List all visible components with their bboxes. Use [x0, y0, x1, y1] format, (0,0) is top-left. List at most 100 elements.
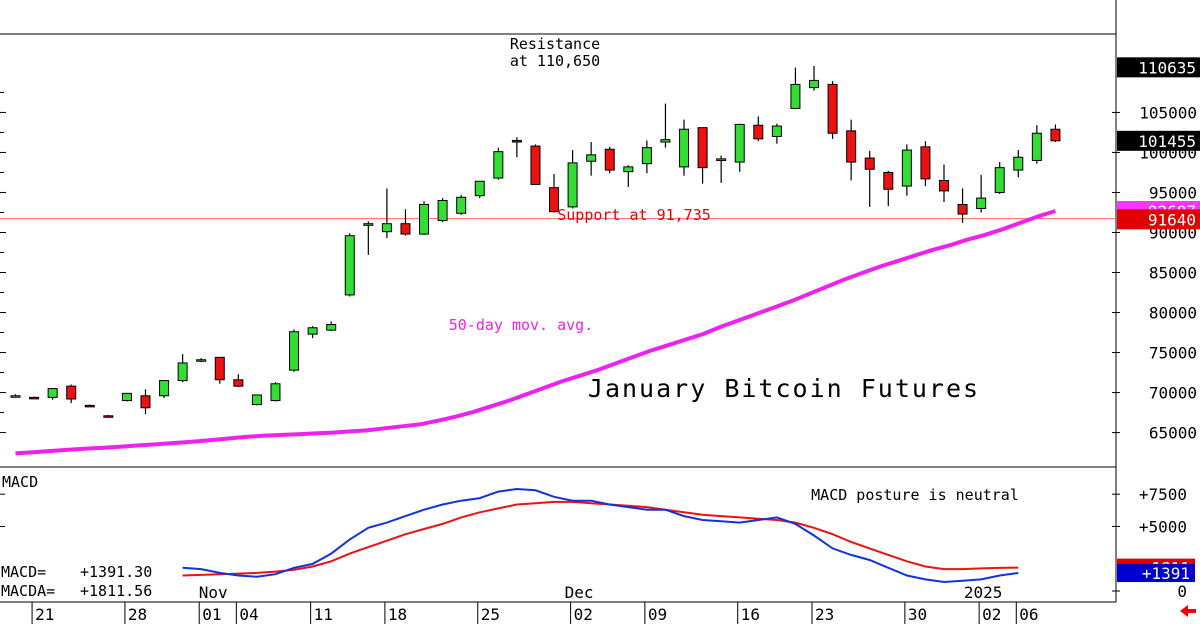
- candle-body-down: [103, 415, 114, 418]
- candle-body-down: [920, 146, 931, 180]
- candle-body-up: [734, 123, 745, 163]
- candle: [289, 329, 300, 372]
- candle-body-up: [716, 158, 727, 161]
- candle-body-up: [679, 128, 690, 168]
- candle-body-up: [586, 154, 597, 162]
- candle-body-down: [864, 157, 875, 170]
- date-axis-label: 09: [648, 605, 667, 624]
- candle: [864, 150, 875, 207]
- candle-body-up: [790, 83, 801, 109]
- candle: [549, 174, 560, 213]
- candle: [679, 119, 690, 176]
- macd-readout-label: MACD=: [1, 563, 46, 581]
- candle: [1031, 125, 1042, 164]
- scroll-left-arrow-icon[interactable]: [1180, 605, 1196, 617]
- candle: [716, 155, 727, 183]
- candle-body-down: [549, 187, 560, 213]
- candle-body-up: [771, 125, 782, 137]
- macd-tag-label: +1391: [1142, 564, 1190, 583]
- price-axis-label: 75000: [1149, 344, 1197, 363]
- candle-body-up: [456, 196, 467, 214]
- candle: [809, 66, 820, 91]
- date-axis-label: 21: [35, 605, 54, 624]
- candle-body-down: [883, 171, 894, 190]
- candle: [493, 147, 504, 180]
- candle-body-up: [196, 359, 207, 362]
- date-axis-label: 06: [1019, 605, 1038, 624]
- moving-average-annotation: 50-day mov. avg.: [449, 316, 594, 334]
- date-axis-label: 11: [314, 605, 333, 624]
- month-axis-label: Dec: [565, 583, 594, 602]
- candle-body-up: [47, 388, 58, 398]
- macd-axis-ticks: [0, 493, 1120, 592]
- candle-body-up: [307, 327, 318, 335]
- price-tags: 1106351014559268791640: [1117, 57, 1200, 230]
- candle-body-down: [753, 124, 764, 140]
- macd-value-tags: +1811+1391: [1117, 558, 1195, 583]
- candle-body-up: [344, 235, 355, 296]
- candle: [47, 388, 58, 400]
- candle-body-down: [1050, 128, 1061, 142]
- price-tag-bg: [1117, 209, 1200, 230]
- macd-axis-labels: +7500 +5000 0: [1139, 485, 1187, 601]
- resistance-annotation-line1: Resistance: [510, 35, 600, 53]
- price-tag-label: 101455: [1138, 132, 1196, 151]
- price-tag: 91640: [1117, 209, 1200, 230]
- resistance-annotation-line2: at 110,650: [510, 52, 600, 70]
- candle: [957, 188, 968, 223]
- candle: [437, 198, 448, 223]
- candle-body-down: [939, 179, 949, 192]
- candle-body-down: [827, 83, 838, 134]
- price-axis-label: 85000: [1149, 264, 1197, 283]
- date-axis-label: 25: [481, 605, 500, 624]
- candle: [121, 392, 132, 402]
- support-annotation: Support at 91,735: [557, 206, 711, 224]
- price-tag-bg: [1117, 130, 1200, 151]
- price-axis-label: 65000: [1149, 424, 1197, 443]
- candle-body-up: [994, 167, 1005, 193]
- candle: [697, 127, 708, 184]
- candle: [604, 146, 615, 174]
- candle: [976, 174, 987, 213]
- candle: [381, 188, 392, 239]
- date-axis: 21 28 01 04 11 18 25 02 09 16 23 30 02 06 Nov Dec 2025: [31, 583, 1039, 624]
- candle: [363, 221, 374, 255]
- macda-readout-value: +1811.56: [80, 582, 152, 600]
- candle-body-up: [901, 149, 912, 187]
- price-axis-labels: 1050001000009500090000850008000075000700…: [1139, 103, 1197, 442]
- candle-body-up: [363, 223, 374, 226]
- candle-body-up: [641, 147, 652, 165]
- candle-body-down: [66, 385, 77, 400]
- date-axis-label: 30: [908, 605, 927, 624]
- candle: [419, 201, 430, 235]
- candle: [623, 165, 634, 187]
- candle: [567, 150, 578, 209]
- candle-body-up: [289, 331, 300, 371]
- candle-body-up: [474, 180, 485, 197]
- date-axis-label: 02: [982, 605, 1001, 624]
- candle-body-down: [530, 145, 541, 185]
- candle-body-up: [121, 392, 132, 402]
- price-tag-label: 91640: [1148, 210, 1196, 229]
- price-axis-label: 70000: [1149, 384, 1197, 403]
- candle: [10, 394, 21, 398]
- candle: [196, 358, 207, 363]
- candle-body-up: [326, 324, 337, 331]
- candle-body-up: [1031, 132, 1042, 161]
- chart-title: January Bitcoin Futures: [588, 374, 980, 403]
- candle-body-down: [511, 139, 522, 143]
- candle: [29, 396, 40, 400]
- macd-tag: +1391: [1117, 564, 1195, 583]
- date-axis-label: 16: [741, 605, 760, 624]
- candle: [251, 394, 262, 406]
- candle: [771, 123, 782, 144]
- price-tag: 110635: [1117, 57, 1200, 78]
- price-axis-ticks: [0, 91, 1120, 434]
- candle: [177, 354, 188, 383]
- macd-line: [182, 487, 1019, 584]
- date-axis-label: 04: [239, 605, 258, 624]
- candle-body-down: [846, 130, 857, 163]
- candle: [1050, 124, 1061, 143]
- macd-panel-title: MACD: [2, 473, 38, 491]
